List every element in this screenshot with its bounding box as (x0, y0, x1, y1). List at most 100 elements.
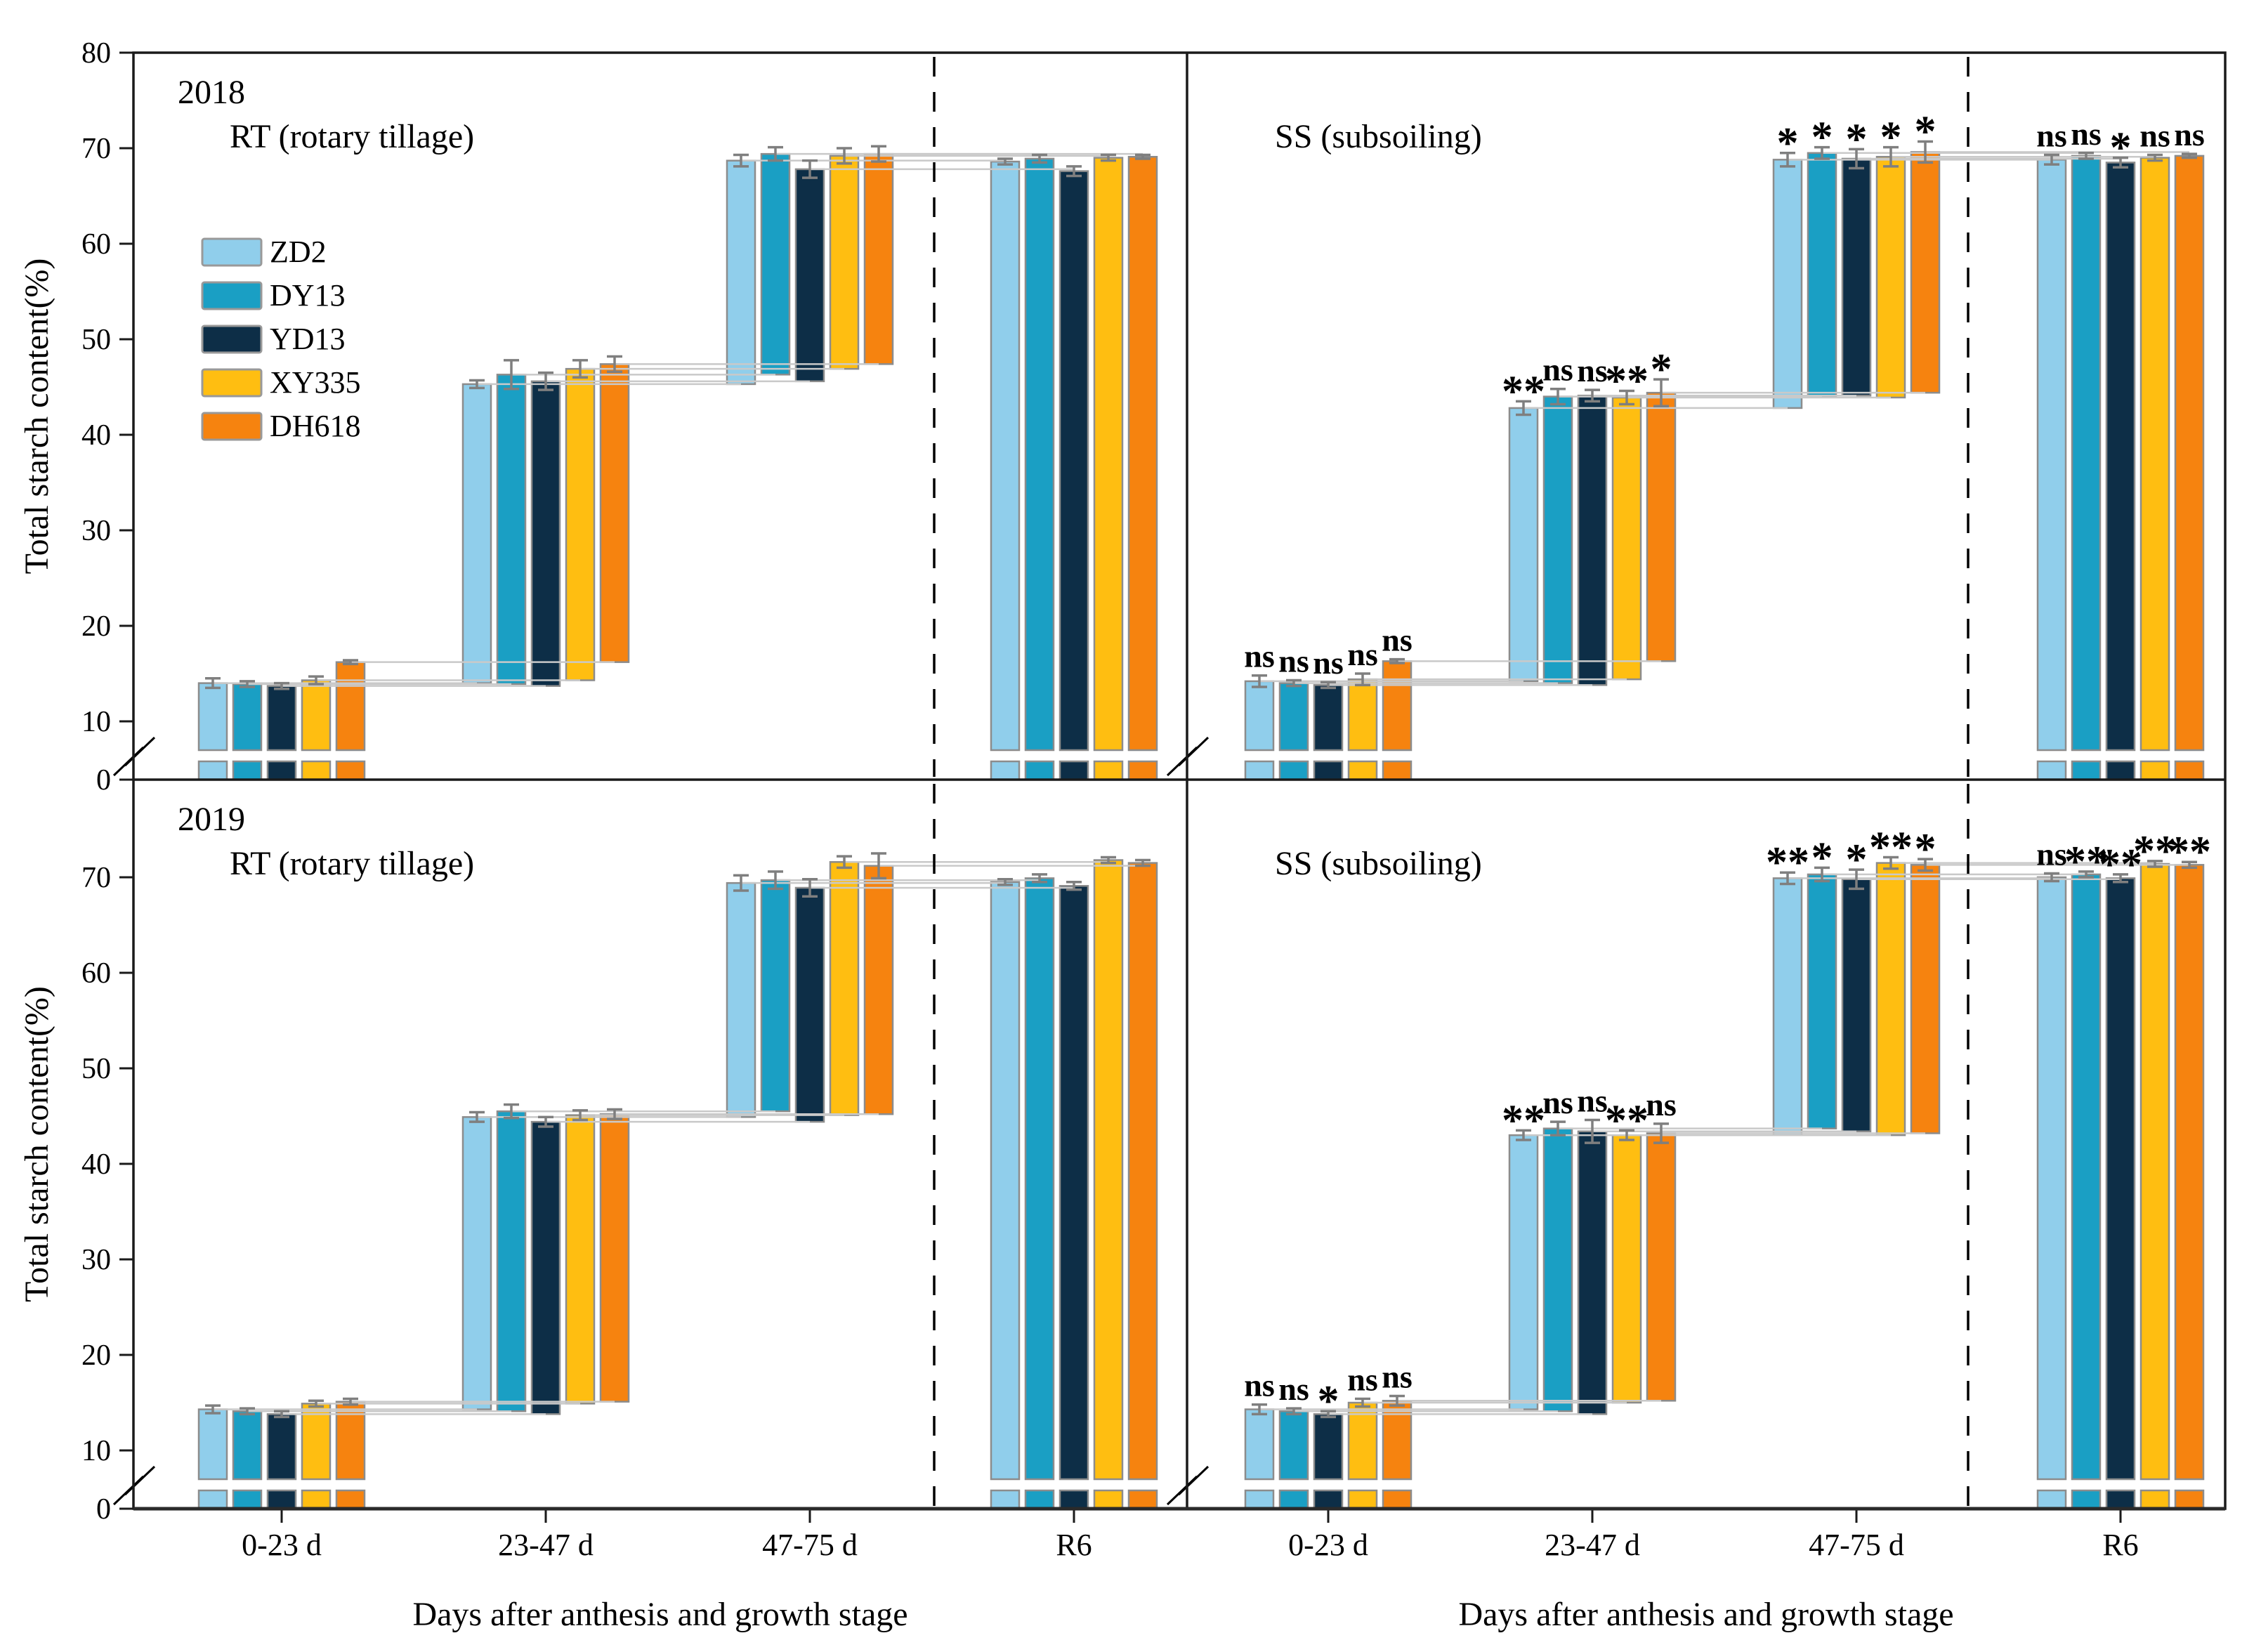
bar-2019-RT-23-47 d-YD13 (530, 1120, 561, 1415)
bar-2018-SS-0-23 d-ZD2 (1244, 680, 1275, 752)
bar-2018-RT-R6-YD13 (1059, 170, 1089, 752)
bar-2018-SS-23-47 d-YD13 (1577, 394, 1608, 686)
bar-2019-SS-47-75 d-XY335 (1875, 862, 1906, 1136)
sig-marker-ns-2019-SS-DY13-0: ns (1278, 1371, 1309, 1407)
panel-treatment-label: SS (subsoiling) (1275, 118, 1482, 155)
y-tick-label-40: 40 (81, 419, 111, 452)
bar-stub-2019-RT-0-23 d-DY13 (232, 1489, 263, 1510)
panel-treatment-label: SS (subsoiling) (1275, 845, 1482, 882)
bar-stub-2019-SS-0-23 d-DH618 (1382, 1489, 1413, 1510)
sig-marker-ns-2019-SS-XY335-0: ns (1347, 1362, 1377, 1398)
bar-stub-2019-SS-0-23 d-XY335 (1347, 1489, 1378, 1510)
sig-marker-star-2018-SS-ZD2-1: ** (1502, 367, 1545, 415)
bar-2018-RT-R6-XY335 (1093, 157, 1124, 752)
legend-label-dh618: DH618 (270, 409, 361, 443)
bar-2019-SS-23-47 d-DY13 (1542, 1127, 1573, 1412)
bar-2018-RT-0-23 d-YD13 (266, 685, 297, 752)
bar-2018-SS-47-75 d-ZD2 (1772, 159, 1803, 409)
bar-2018-RT-0-23 d-DY13 (232, 683, 263, 752)
bar-2019-RT-R6-YD13 (1059, 884, 1089, 1481)
sig-marker-star-2018-SS-XY335-1: ** (1605, 357, 1649, 405)
legend-label-xy335: XY335 (270, 365, 361, 400)
sig-marker-star-2018-SS-DY13-2: * (1811, 114, 1833, 162)
sig-marker-ns-2019-SS-DH618-1: ns (1646, 1087, 1676, 1122)
bar-2019-SS-R6-DY13 (2071, 873, 2102, 1481)
bar-stub-2018-SS-0-23 d-DY13 (1278, 760, 1309, 781)
bar-stub-2018-RT-R6-XY335 (1093, 760, 1124, 781)
sig-marker-ns-2018-SS-DH618-0: ns (1382, 622, 1412, 658)
y-tick-label-40: 40 (81, 1148, 111, 1181)
bar-2019-SS-23-47 d-DH618 (1646, 1132, 1677, 1402)
legend-swatch-yd13 (201, 324, 263, 354)
bar-2018-SS-23-47 d-XY335 (1611, 396, 1642, 681)
bar-2018-SS-R6-ZD2 (2036, 159, 2067, 752)
sig-marker-star-2019-SS-XY335-2: ** (1869, 823, 1913, 871)
y-tick-label-60: 60 (81, 957, 111, 990)
bar-2018-SS-R6-YD13 (2105, 162, 2136, 752)
sig-marker-star-2018-SS-YD13-2: * (1846, 115, 1868, 163)
bar-2018-RT-23-47 d-DH618 (599, 363, 630, 663)
panel-2019-rt: 2019 RT (rotary tillage) (112, 784, 1158, 1510)
bar-2018-SS-0-23 d-DY13 (1278, 682, 1309, 752)
sig-marker-star-2019-SS-YD13-0: * (1318, 1377, 1339, 1425)
y-tick-label-20: 20 (81, 1339, 111, 1372)
legend-swatch-dy13 (201, 281, 263, 310)
x-tick-label-23-47 d: 23-47 d (1545, 1528, 1640, 1562)
bar-stub-2019-SS-0-23 d-DY13 (1278, 1489, 1309, 1510)
y-tick-label-50: 50 (81, 1053, 111, 1085)
y-axis-title: Total starch content(%) (18, 986, 55, 1302)
bar-stub-2018-RT-0-23 d-DY13 (232, 760, 263, 781)
bar-2019-RT-R6-XY335 (1093, 859, 1124, 1481)
sig-marker-star-2019-SS-ZD2-2: ** (1766, 839, 1809, 886)
bar-2018-SS-47-75 d-DH618 (1910, 151, 1941, 394)
legend-label-zd2: ZD2 (270, 235, 327, 269)
sig-marker-ns-2019-SS-DY13-1: ns (1542, 1084, 1573, 1120)
panel-year-label: 2019 (178, 801, 245, 838)
panel-treatment-label: RT (rotary tillage) (230, 118, 474, 155)
bar-2019-SS-R6-ZD2 (2036, 876, 2067, 1481)
bar-2018-RT-R6-DY13 (1024, 157, 1055, 752)
y-tick-label-30: 30 (81, 515, 111, 547)
sig-marker-star-2018-SS-YD13-3: * (2110, 124, 2132, 172)
bar-stub-2018-RT-0-23 d-XY335 (301, 760, 332, 781)
bar-stub-2018-RT-R6-ZD2 (990, 760, 1021, 781)
bar-2019-SS-23-47 d-ZD2 (1508, 1134, 1539, 1410)
bar-2018-RT-0-23 d-ZD2 (197, 682, 228, 752)
x-tick-label-47-75 d: 47-75 d (762, 1528, 858, 1562)
sig-marker-ns-2018-SS-DY13-3: ns (2071, 116, 2101, 152)
bar-2018-RT-47-75 d-DY13 (760, 152, 791, 376)
bar-stub-2018-SS-0-23 d-YD13 (1313, 760, 1344, 781)
bar-stub-2019-SS-R6-DH618 (2174, 1489, 2205, 1510)
bar-2018-SS-47-75 d-XY335 (1875, 155, 1906, 399)
sig-marker-ns-2018-SS-DH618-3: ns (2174, 117, 2204, 152)
axis-break-slash-1 (124, 736, 156, 767)
bar-2019-RT-R6-DH618 (1127, 862, 1158, 1481)
bar-2018-SS-47-75 d-DY13 (1807, 152, 1837, 398)
sig-marker-star-2019-SS-DY13-2: * (1811, 834, 1833, 881)
bar-2019-RT-0-23 d-DY13 (232, 1410, 263, 1481)
bar-2019-RT-23-47 d-DY13 (496, 1110, 527, 1412)
axis-break-slash-1 (124, 1465, 156, 1496)
x-tick-label-47-75 d: 47-75 d (1809, 1528, 1904, 1562)
bar-2018-RT-23-47 d-ZD2 (461, 383, 492, 684)
legend: ZD2 DY13 YD13 XY335 DH618 (201, 235, 361, 443)
bar-stub-2018-RT-0-23 d-YD13 (266, 760, 297, 781)
bar-stub-2018-SS-0-23 d-DH618 (1382, 760, 1413, 781)
bar-stub-2018-SS-0-23 d-ZD2 (1244, 760, 1275, 781)
sig-marker-star-2019-SS-YD13-2: * (1846, 836, 1868, 884)
bar-2018-RT-47-75 d-XY335 (829, 155, 860, 370)
bar-2019-SS-R6-XY335 (2139, 863, 2170, 1481)
bar-stub-2018-SS-R6-XY335 (2139, 760, 2170, 781)
bar-2019-SS-0-23 d-YD13 (1313, 1413, 1344, 1481)
y-tick-label-10: 10 (81, 1435, 111, 1467)
bar-2018-RT-23-47 d-XY335 (565, 367, 596, 681)
y-tick-label-10: 10 (81, 706, 111, 738)
bar-2018-SS-23-47 d-DH618 (1646, 391, 1677, 662)
bar-2018-RT-R6-DH618 (1127, 155, 1158, 752)
y-tick-label-20: 20 (81, 610, 111, 643)
sig-marker-ns-2019-SS-ZD2-0: ns (1244, 1368, 1274, 1403)
bar-2019-RT-23-47 d-XY335 (565, 1114, 596, 1405)
panel-2018-rt: 2018 RT (rotary tillage) ZD2 DY13 YD13 XY335 D… (112, 57, 1158, 781)
bar-2018-RT-47-75 d-DH618 (863, 152, 894, 365)
